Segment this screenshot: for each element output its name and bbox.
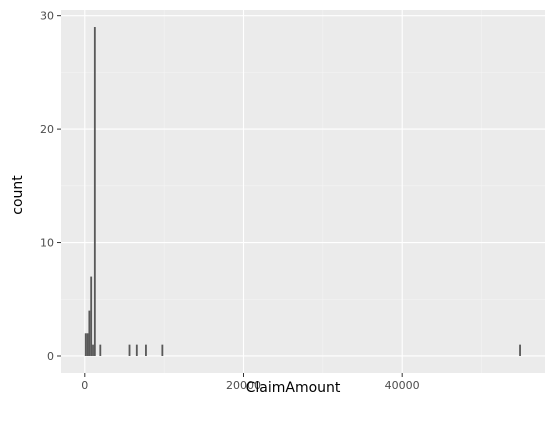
histogram-bars: [84, 27, 521, 356]
histogram-bar: [128, 344, 131, 356]
histogram-bar: [99, 344, 102, 356]
y-tick-label: 10: [40, 237, 54, 250]
x-tick-label: 20000: [226, 379, 261, 392]
histogram-bar: [519, 344, 521, 356]
histogram-bar: [92, 344, 94, 356]
plot-panel: [61, 10, 545, 373]
y-tick-label: 30: [40, 10, 54, 23]
histogram-bar: [145, 344, 147, 356]
y-tick-label: 20: [40, 123, 54, 136]
histogram-bar: [90, 276, 93, 356]
minor-gridlines: [61, 10, 545, 373]
x-tick-label: 40000: [385, 379, 420, 392]
histogram-bar: [88, 310, 91, 356]
x-axis-title: ClaimAmount: [246, 380, 341, 396]
x-tick-label: 0: [81, 379, 88, 392]
x-axis-ticks: 0 20000 40000: [81, 373, 420, 392]
histogram-bar: [135, 344, 138, 356]
y-axis-title: count: [10, 175, 26, 215]
histogram-bar: [86, 333, 89, 356]
y-tick-label: 0: [47, 350, 54, 363]
histogram-bar: [93, 27, 96, 356]
histogram-bar: [84, 333, 87, 356]
major-gridlines: [61, 10, 545, 373]
y-axis-ticks: 0 10 20 30: [40, 10, 61, 363]
histogram-bar: [161, 344, 164, 356]
